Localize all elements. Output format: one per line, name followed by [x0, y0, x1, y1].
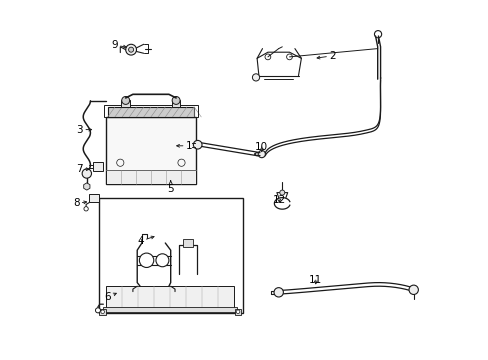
Bar — [99, 309, 106, 315]
Bar — [107, 107, 194, 117]
Circle shape — [193, 140, 202, 149]
Text: 10: 10 — [255, 142, 268, 152]
Circle shape — [84, 207, 88, 211]
Text: 12: 12 — [272, 195, 285, 205]
Bar — [104, 105, 197, 117]
Circle shape — [172, 96, 180, 104]
Circle shape — [128, 47, 133, 52]
Circle shape — [286, 54, 292, 60]
Circle shape — [264, 54, 270, 60]
Bar — [106, 170, 196, 184]
Circle shape — [236, 310, 239, 314]
Circle shape — [122, 96, 129, 104]
Bar — [89, 194, 99, 202]
Text: 2: 2 — [316, 51, 335, 61]
Circle shape — [156, 254, 168, 267]
Circle shape — [82, 169, 91, 178]
Bar — [121, 100, 130, 107]
Bar — [234, 309, 241, 315]
Bar — [103, 307, 236, 312]
Text: 4: 4 — [137, 236, 154, 246]
Text: 11: 11 — [308, 275, 322, 285]
Circle shape — [139, 253, 153, 267]
Bar — [171, 100, 180, 107]
Circle shape — [101, 310, 104, 314]
Circle shape — [95, 308, 101, 313]
Text: 8: 8 — [73, 198, 86, 208]
Bar — [182, 239, 193, 247]
Text: 1: 1 — [176, 141, 192, 151]
Circle shape — [273, 288, 283, 297]
Text: 9: 9 — [111, 40, 126, 50]
Text: 5: 5 — [167, 181, 174, 194]
Bar — [99, 198, 242, 313]
Circle shape — [408, 285, 418, 294]
Bar — [106, 117, 196, 184]
Bar — [106, 286, 233, 310]
Text: 6: 6 — [104, 292, 116, 302]
Text: 7: 7 — [76, 164, 89, 174]
Circle shape — [125, 44, 136, 55]
Circle shape — [252, 74, 259, 81]
Circle shape — [279, 190, 284, 195]
Circle shape — [258, 150, 265, 158]
Text: 3: 3 — [77, 125, 91, 135]
Bar — [92, 162, 103, 171]
